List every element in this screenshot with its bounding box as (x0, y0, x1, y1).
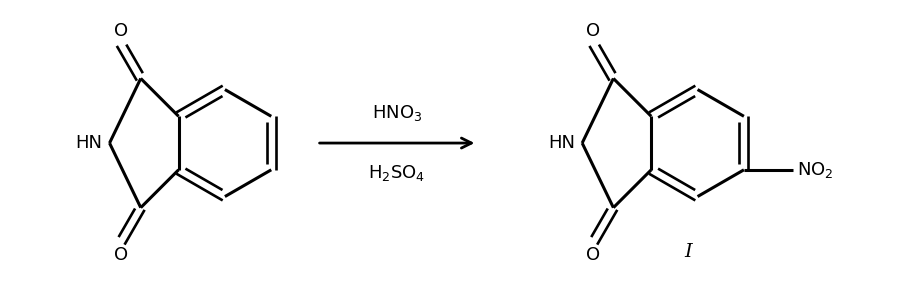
Text: O: O (114, 22, 127, 40)
Text: HNO$_3$: HNO$_3$ (372, 103, 422, 123)
Text: H$_2$SO$_4$: H$_2$SO$_4$ (369, 163, 426, 183)
Text: I: I (685, 243, 693, 261)
Text: HN: HN (76, 134, 103, 152)
Text: NO$_2$: NO$_2$ (796, 160, 833, 180)
Text: HN: HN (548, 134, 575, 152)
Text: O: O (586, 22, 601, 40)
Text: O: O (586, 246, 601, 264)
Text: O: O (114, 246, 127, 264)
